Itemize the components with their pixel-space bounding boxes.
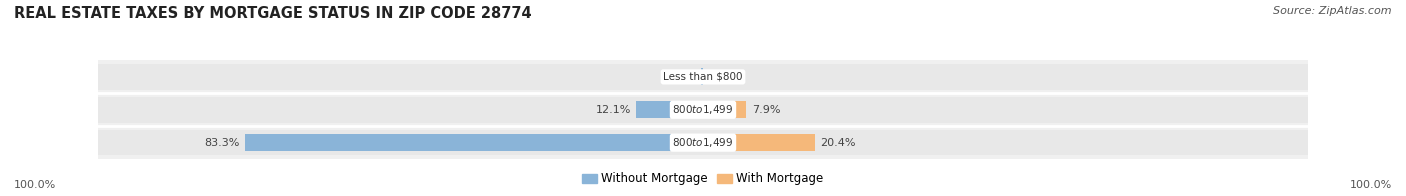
- Text: $800 to $1,499: $800 to $1,499: [672, 136, 734, 149]
- Text: Source: ZipAtlas.com: Source: ZipAtlas.com: [1274, 6, 1392, 16]
- Text: Less than $800: Less than $800: [664, 72, 742, 82]
- Bar: [98, 97, 1308, 122]
- Bar: [98, 93, 1308, 126]
- Text: 100.0%: 100.0%: [14, 180, 56, 190]
- Bar: [637, 101, 703, 118]
- Bar: [703, 134, 815, 151]
- Bar: [245, 134, 703, 151]
- Bar: [98, 130, 1308, 155]
- Bar: [703, 101, 747, 118]
- Bar: [700, 68, 703, 85]
- Text: $800 to $1,499: $800 to $1,499: [672, 103, 734, 116]
- Bar: [98, 64, 1308, 90]
- Legend: Without Mortgage, With Mortgage: Without Mortgage, With Mortgage: [578, 168, 828, 190]
- Text: 7.9%: 7.9%: [752, 105, 780, 115]
- Text: 0.39%: 0.39%: [659, 72, 696, 82]
- Text: 20.4%: 20.4%: [821, 138, 856, 148]
- Text: REAL ESTATE TAXES BY MORTGAGE STATUS IN ZIP CODE 28774: REAL ESTATE TAXES BY MORTGAGE STATUS IN …: [14, 6, 531, 21]
- Bar: [98, 126, 1308, 159]
- Text: 100.0%: 100.0%: [1350, 180, 1392, 190]
- Bar: [98, 60, 1308, 93]
- Text: 0.0%: 0.0%: [714, 72, 742, 82]
- Text: 83.3%: 83.3%: [204, 138, 239, 148]
- Text: 12.1%: 12.1%: [596, 105, 631, 115]
